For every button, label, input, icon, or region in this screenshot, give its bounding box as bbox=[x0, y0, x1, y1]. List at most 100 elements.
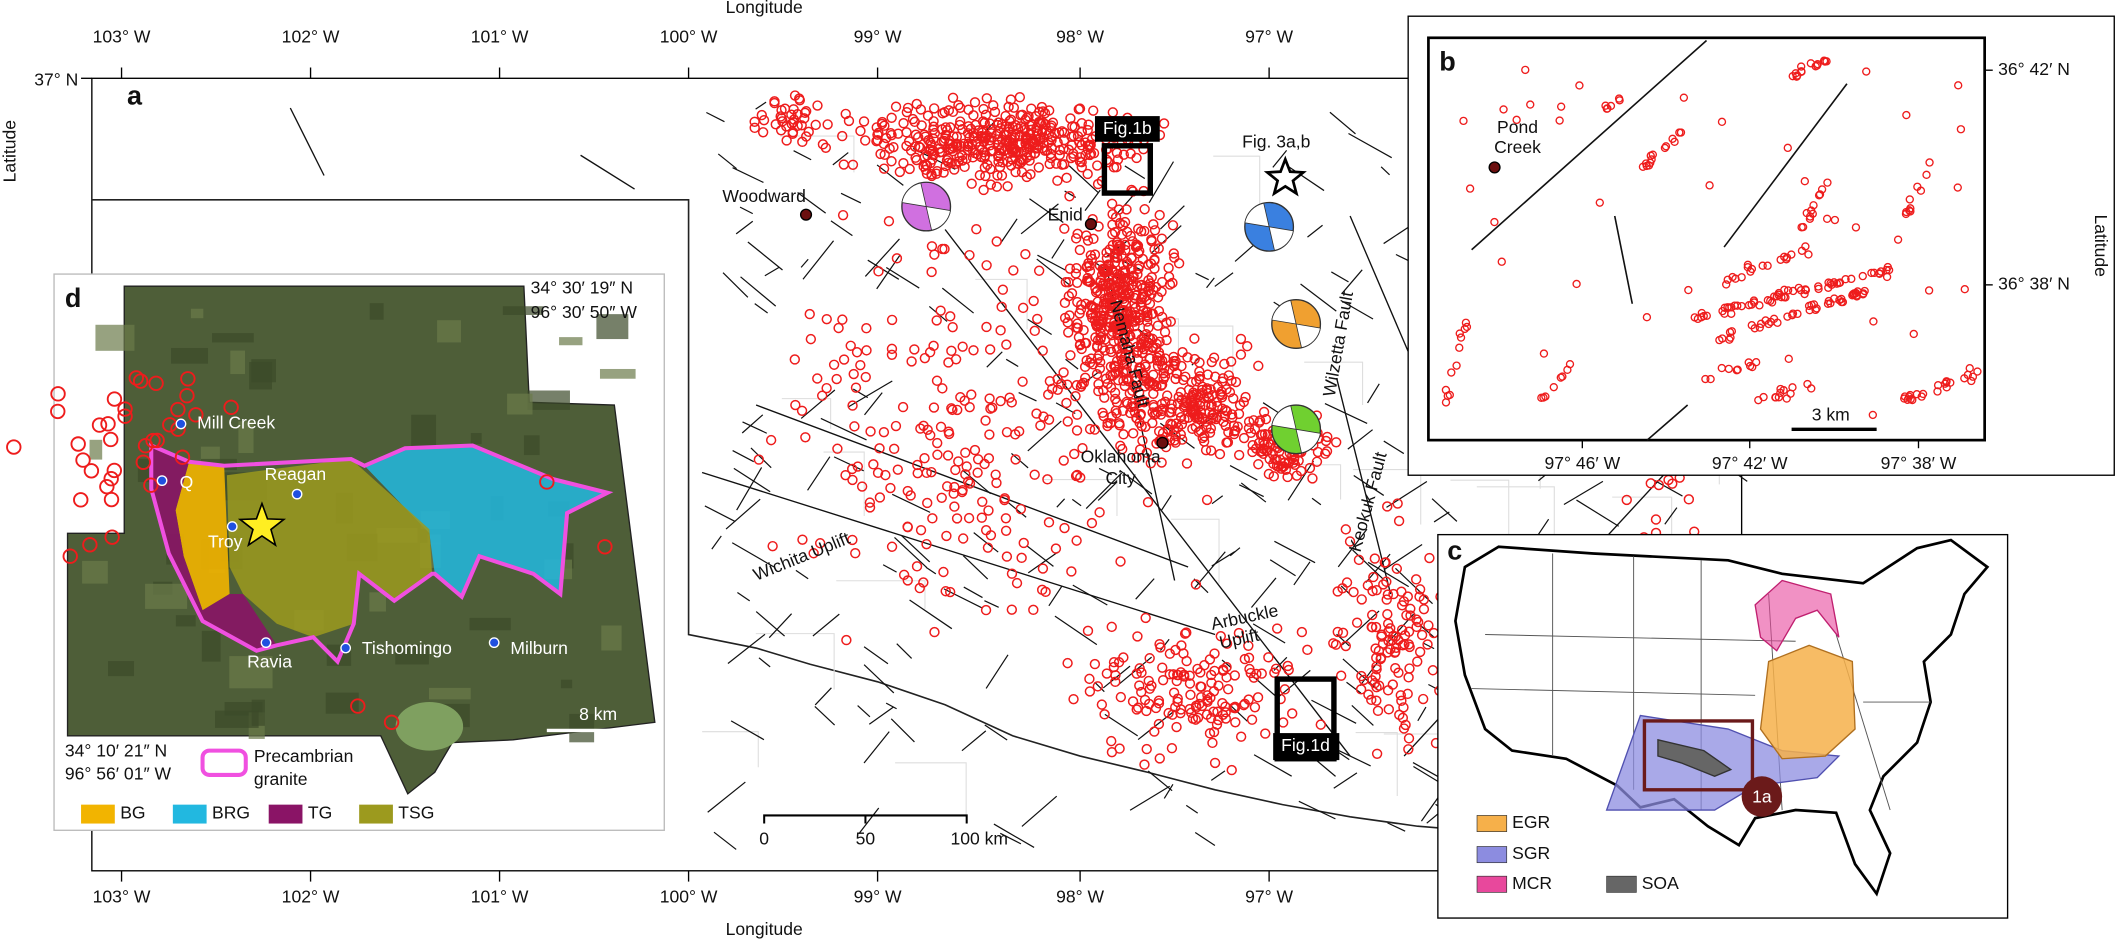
lon-tick-label: 97° 46′ W bbox=[1544, 453, 1620, 473]
earthquake bbox=[1549, 382, 1558, 392]
earthquake bbox=[1093, 350, 1105, 361]
fault bbox=[1367, 383, 1380, 404]
earthquake bbox=[1209, 757, 1221, 769]
earthquake bbox=[907, 113, 919, 125]
town-label: Mill Creek bbox=[197, 413, 275, 433]
scale-label: 8 km bbox=[579, 704, 617, 724]
fault bbox=[1337, 528, 1368, 568]
earthquake bbox=[1230, 376, 1242, 388]
fault bbox=[961, 469, 992, 495]
earthquake bbox=[83, 463, 100, 479]
earthquake bbox=[1201, 494, 1213, 506]
earthquake bbox=[1144, 653, 1155, 664]
earthquake bbox=[1766, 296, 1775, 306]
earthquake bbox=[1069, 448, 1080, 460]
marker-1a bbox=[1741, 776, 1783, 817]
earthquake bbox=[1116, 354, 1128, 366]
earthquake bbox=[1788, 286, 1798, 296]
earthquake bbox=[1956, 125, 1966, 134]
earthquake bbox=[926, 170, 937, 182]
earthquake bbox=[821, 382, 832, 394]
legend-label: Precambrian bbox=[254, 746, 353, 766]
earthquake bbox=[1122, 258, 1134, 270]
earthquake bbox=[1412, 616, 1424, 628]
earthquake bbox=[1118, 296, 1130, 308]
earthquake bbox=[1067, 121, 1078, 132]
field-patch bbox=[502, 306, 544, 315]
earthquake bbox=[1356, 594, 1367, 605]
earthquake bbox=[1078, 324, 1089, 336]
earthquake bbox=[1737, 301, 1746, 311]
fault bbox=[1214, 272, 1234, 287]
earthquake bbox=[901, 106, 913, 118]
earthquake bbox=[964, 401, 975, 413]
earthquake bbox=[1139, 225, 1150, 237]
fault bbox=[793, 150, 812, 161]
earthquake bbox=[775, 111, 786, 122]
earthquake bbox=[1860, 286, 1869, 296]
earthquake bbox=[1084, 673, 1095, 685]
earthquake bbox=[951, 513, 963, 524]
earthquake bbox=[1348, 586, 1359, 598]
town-label: Q bbox=[180, 472, 194, 492]
fault bbox=[1193, 578, 1209, 594]
marker-label: 1a bbox=[1752, 787, 1772, 807]
earthquake bbox=[1088, 105, 1099, 116]
earthquake bbox=[1205, 445, 1217, 456]
earthquake bbox=[1105, 418, 1116, 429]
fault bbox=[814, 705, 836, 726]
earthquake bbox=[99, 478, 115, 495]
us-outline bbox=[1454, 538, 1990, 897]
earthquake bbox=[1755, 323, 1764, 332]
earthquake bbox=[1319, 448, 1331, 459]
earthquake bbox=[860, 371, 871, 383]
earthquake bbox=[1801, 242, 1810, 251]
fault bbox=[1383, 440, 1405, 455]
earthquake bbox=[1094, 507, 1105, 518]
county-line bbox=[836, 580, 926, 610]
earthquake bbox=[822, 119, 833, 130]
earthquake bbox=[6, 439, 22, 455]
earthquake bbox=[1798, 222, 1808, 232]
earthquake bbox=[1171, 368, 1183, 379]
earthquake bbox=[865, 426, 876, 437]
lon-tick-label: 101° W bbox=[471, 886, 529, 906]
fault bbox=[890, 718, 915, 743]
fault bbox=[1206, 277, 1215, 289]
earthquake bbox=[1882, 272, 1892, 282]
earthquake bbox=[1099, 392, 1110, 403]
earthquake bbox=[1783, 312, 1792, 321]
earthquake bbox=[939, 243, 950, 255]
earthquake bbox=[1455, 329, 1464, 338]
earthquake bbox=[1097, 407, 1108, 418]
earthquake bbox=[1043, 414, 1055, 425]
earthquake bbox=[1176, 360, 1187, 372]
earthquake bbox=[1811, 305, 1820, 315]
earthquake bbox=[1086, 517, 1098, 529]
earthquake bbox=[1110, 676, 1121, 688]
earthquake bbox=[1826, 279, 1835, 288]
earthquake bbox=[1443, 391, 1452, 401]
field-patch bbox=[82, 560, 108, 584]
fault bbox=[891, 493, 931, 513]
earthquake bbox=[1063, 277, 1074, 288]
earthquake bbox=[992, 119, 1003, 131]
earthquake bbox=[1697, 313, 1706, 322]
earthquake bbox=[1085, 309, 1097, 320]
panel-c: c 1a EGR SGR MCR SOA bbox=[1437, 533, 2009, 919]
fault bbox=[1333, 772, 1358, 789]
earthquake bbox=[1143, 675, 1154, 687]
earthquake bbox=[1000, 525, 1012, 537]
earthquake bbox=[1090, 332, 1101, 343]
fault bbox=[1026, 545, 1054, 567]
earthquake bbox=[1801, 285, 1811, 295]
earthquake bbox=[1132, 631, 1143, 642]
earthquake bbox=[985, 163, 996, 175]
county-line bbox=[1304, 361, 1364, 406]
earthquake bbox=[1143, 332, 1154, 343]
earthquake bbox=[977, 116, 989, 127]
earthquake bbox=[1807, 300, 1816, 310]
legend-swatch bbox=[359, 804, 393, 824]
fault bbox=[1018, 392, 1037, 402]
earthquake bbox=[1066, 566, 1077, 577]
